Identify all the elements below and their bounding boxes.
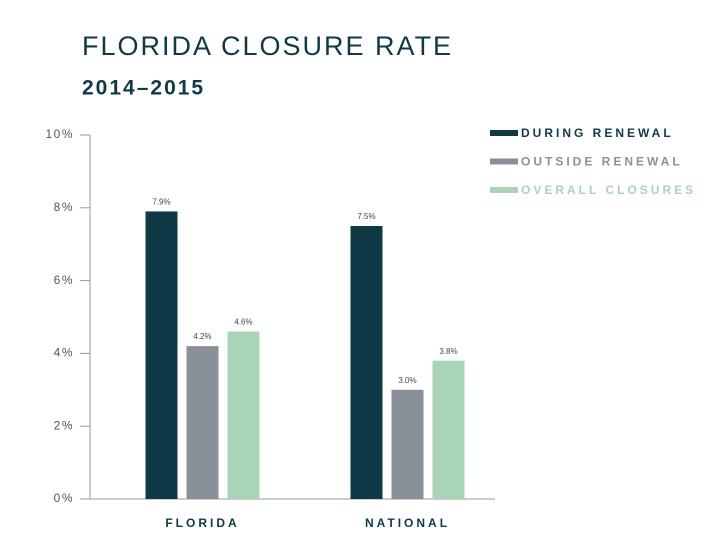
y-tick-label: 2% <box>54 418 74 432</box>
x-tick-label: NATIONAL <box>365 516 450 530</box>
value-label: 7.5% <box>357 212 375 221</box>
y-tick-label: 0% <box>54 491 74 505</box>
value-label: 4.6% <box>234 318 252 327</box>
bar <box>227 331 260 499</box>
legend-label: OUTSIDE RENEWAL <box>521 155 683 169</box>
x-tick-label: FLORIDA <box>165 516 239 530</box>
chart-title: FLORIDA CLOSURE RATE <box>82 31 453 61</box>
legend-swatch <box>490 158 518 165</box>
legend-label: DURING RENEWAL <box>521 126 674 140</box>
value-label: 3.8% <box>439 347 457 356</box>
bar <box>186 346 219 499</box>
legend-swatch <box>490 130 518 136</box>
value-label: 7.9% <box>152 198 170 207</box>
value-label: 3.0% <box>398 376 416 385</box>
bar <box>350 226 383 499</box>
y-tick-label: 4% <box>54 346 74 360</box>
y-tick-label: 6% <box>54 273 74 287</box>
bar <box>145 211 178 499</box>
legend-swatch <box>490 187 518 193</box>
bar <box>432 360 465 499</box>
y-tick-label: 10% <box>45 127 74 141</box>
value-label: 4.2% <box>193 332 211 341</box>
bar <box>391 389 424 499</box>
chart-subtitle: 2014–2015 <box>82 77 205 100</box>
y-tick-label: 8% <box>54 200 74 214</box>
legend-label: OVERALL CLOSURES <box>521 183 696 197</box>
